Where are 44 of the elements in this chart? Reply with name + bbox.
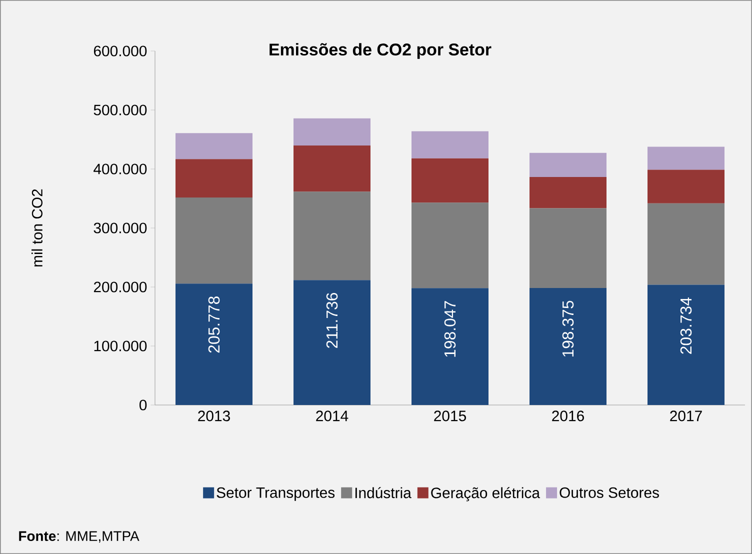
bar bbox=[648, 146, 725, 170]
data-label: 203.734 bbox=[680, 297, 692, 354]
data-label: 198.375 bbox=[562, 300, 574, 357]
x-tick-label: 2016 bbox=[552, 410, 584, 422]
bar bbox=[530, 177, 607, 208]
bar bbox=[648, 170, 725, 204]
bar bbox=[176, 133, 252, 160]
legend-label: Indústria bbox=[355, 487, 412, 498]
bar bbox=[412, 288, 489, 405]
data-label: 211.736 bbox=[326, 292, 338, 348]
legend-label: Setor Transportes bbox=[216, 487, 335, 501]
y-tick-label: 200.000 bbox=[94, 282, 147, 292]
bar bbox=[530, 152, 607, 178]
bar bbox=[294, 280, 370, 405]
y-tick-label: 400.000 bbox=[94, 164, 147, 174]
bar bbox=[530, 208, 607, 288]
bar bbox=[176, 159, 252, 198]
bar bbox=[412, 158, 489, 203]
x-tick-label: 2013 bbox=[198, 410, 230, 422]
bar bbox=[648, 203, 725, 285]
x-tick-label: 2017 bbox=[670, 410, 702, 422]
bar bbox=[294, 118, 370, 146]
x-tick-label: 2014 bbox=[316, 410, 348, 422]
legend-label: Outros Setores bbox=[560, 487, 659, 498]
y-axis-title: mil ton CO2 bbox=[32, 189, 42, 266]
bar bbox=[294, 192, 370, 280]
chart-title: Emissões de CO2 por Setor bbox=[270, 43, 492, 59]
bar bbox=[294, 146, 370, 192]
bar bbox=[530, 288, 607, 405]
y-tick-label: 600.000 bbox=[94, 46, 147, 56]
bar bbox=[176, 197, 252, 284]
data-label: 205.778 bbox=[208, 296, 220, 353]
bar bbox=[176, 284, 252, 405]
bar bbox=[648, 284, 725, 405]
text: Fonte: MME,MTPA bbox=[19, 531, 140, 543]
y-tick-label: 300.000 bbox=[94, 222, 147, 234]
y-tick-label: 0 bbox=[139, 400, 147, 410]
x-tick-label: 2015 bbox=[434, 410, 466, 422]
data-label: 198.047 bbox=[444, 301, 456, 357]
y-tick-label: 100.000 bbox=[94, 340, 147, 352]
bar bbox=[412, 131, 489, 158]
legend-label: Geração elétrica bbox=[431, 487, 540, 502]
y-tick-label: 500.000 bbox=[94, 104, 147, 116]
bar bbox=[412, 202, 489, 288]
